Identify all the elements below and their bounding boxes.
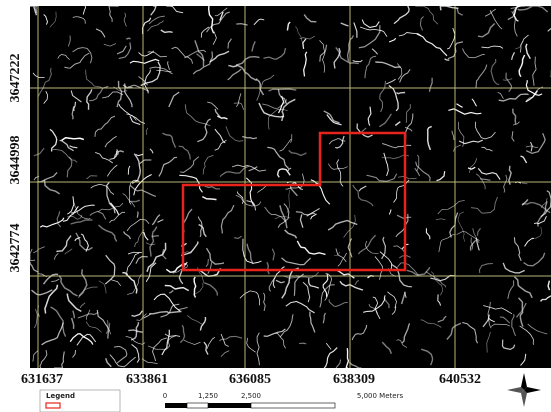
scale-label: 2,500 bbox=[241, 392, 261, 400]
scale-segment bbox=[165, 403, 187, 408]
map-page: 3647222 3644998 3642774 631637 633861 63… bbox=[0, 0, 551, 412]
y-labels: 3647222 3644998 3642774 bbox=[8, 54, 23, 273]
y-label: 3644998 bbox=[8, 136, 23, 185]
map: 3647222 3644998 3642774 631637 633861 63… bbox=[0, 0, 551, 412]
scale-label: 0 bbox=[163, 392, 167, 400]
x-label: 640532 bbox=[439, 372, 481, 387]
x-label: 631637 bbox=[21, 372, 63, 387]
scale-segment bbox=[251, 403, 335, 408]
x-label: 636085 bbox=[229, 372, 271, 387]
x-label: 633861 bbox=[126, 372, 168, 387]
scale-segment bbox=[208, 403, 251, 408]
scale-label: 1,250 bbox=[198, 392, 218, 400]
y-label: 3642774 bbox=[8, 224, 23, 273]
lineament bbox=[126, 38, 130, 39]
scale-label: 5,000 Meters bbox=[357, 392, 404, 400]
legend-title: Legend bbox=[46, 392, 75, 400]
lineament bbox=[152, 236, 159, 237]
lineament bbox=[299, 343, 306, 344]
x-label: 638309 bbox=[333, 372, 375, 387]
legend: Legend bbox=[40, 390, 120, 412]
y-label: 3647222 bbox=[8, 54, 23, 103]
scale-segment bbox=[187, 403, 208, 408]
lineament bbox=[137, 212, 138, 218]
